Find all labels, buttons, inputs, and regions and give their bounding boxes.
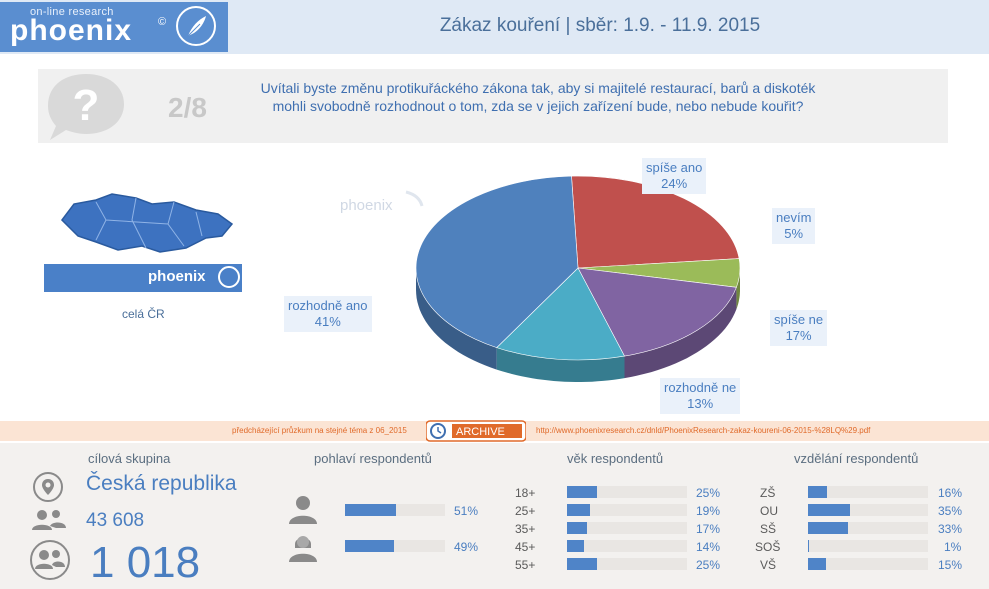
age-label: 45+ [515, 540, 536, 554]
svg-text:phoenix: phoenix [340, 197, 393, 214]
age-bar-track [567, 540, 687, 552]
gender-bar-track [345, 504, 445, 516]
education-bar [808, 558, 826, 570]
pie-slice-side [624, 287, 737, 379]
region-banner-text: phoenix [148, 268, 206, 285]
gender-title: pohlaví respondentů [314, 451, 432, 466]
target-country: Česká republika [86, 472, 237, 495]
region-banner [44, 264, 242, 292]
pie-slice-side [416, 268, 497, 370]
age-pct: 19% [696, 504, 721, 518]
education-bar [808, 486, 828, 498]
logo-tagline: on-line research [30, 6, 114, 18]
svg-text:?: ? [73, 81, 100, 130]
page-title: Zákaz kouření | sběr: 1.9. - 11.9. 2015 [439, 15, 761, 36]
age-pct: 17% [696, 522, 721, 536]
age-pct: 25% [696, 558, 721, 572]
question-text: Uvítali byste změnu protikuřáckého zákon… [260, 80, 816, 114]
location-pin-icon [32, 472, 64, 507]
age-title: věk respondentů [567, 451, 664, 466]
age-pct: 25% [696, 486, 721, 500]
gender-bar-female [345, 540, 394, 552]
age-bar-track [567, 558, 687, 570]
gender-bar-male [345, 504, 396, 516]
education-bar-track [808, 540, 928, 552]
age-pct: 14% [696, 540, 721, 554]
age-bar [567, 504, 590, 516]
archive-url-link[interactable]: http://www.phoenixresearch.cz/dnld/Phoen… [536, 426, 871, 435]
female-icon [286, 532, 320, 569]
education-bar [808, 522, 848, 534]
question-band [38, 69, 948, 143]
education-label: SŠ [760, 522, 777, 536]
pie-label-rozhodne-ne: rozhodně ne 13% [660, 378, 741, 414]
pie-label-spise-ano: spíše ano 24% [642, 158, 707, 194]
age-bar [567, 540, 584, 552]
age-bar-track [567, 522, 687, 534]
pie-label-rozhodne-ano: rozhodně ano 41% [284, 296, 372, 332]
target-title: cílová skupina [88, 451, 171, 466]
feather-icon [176, 6, 216, 46]
age-bar-track [567, 504, 687, 516]
age-label: 55+ [515, 558, 536, 572]
logo-copyright-mark: © [158, 16, 167, 28]
pie-slice-side [496, 347, 625, 382]
czech-map-icon [56, 190, 236, 260]
education-title: vzdělání respondentů [794, 451, 919, 466]
age-bar [567, 486, 597, 498]
education-pct: 1% [944, 540, 962, 554]
feather-icon [218, 266, 240, 288]
male-icon [286, 494, 320, 531]
question-number: 2/8 [168, 92, 207, 123]
pie-slice-rozhodně-ne [496, 267, 625, 361]
education-pct: 33% [938, 522, 963, 536]
age-bar-track [567, 486, 687, 498]
region-label: celá ČR [122, 307, 165, 321]
archive-previous-text: předcházející průzkum na stejné téma z 0… [232, 426, 407, 435]
education-bar [808, 540, 810, 552]
pie-chart [415, 175, 741, 382]
pie-label-nevim: nevím 5% [772, 208, 816, 244]
pie-label-spise-ne: spíše ne 17% [770, 310, 828, 346]
education-label: OU [760, 504, 778, 518]
education-label: SOŠ [755, 540, 781, 554]
logo-wordmark: phoenix [10, 14, 133, 47]
respondents-count: 1 018 [90, 538, 201, 587]
education-label: VŠ [760, 558, 777, 572]
education-pct: 16% [938, 486, 963, 500]
age-label: 35+ [515, 522, 536, 536]
education-pct: 15% [938, 558, 963, 572]
education-bar-track [808, 558, 928, 570]
archive-label: ARCHIVE [456, 426, 505, 438]
age-bar [567, 558, 597, 570]
education-pct: 35% [938, 504, 963, 518]
pie-slice-rozhodně-ano [415, 175, 579, 348]
question-mark-icon: ? [40, 70, 130, 142]
education-bar-track [808, 522, 928, 534]
education-bar-track [808, 504, 928, 516]
population-icon [30, 506, 68, 539]
pie-slice-spíše-ne [577, 267, 737, 357]
phoenix-watermark: phoenix [336, 188, 436, 218]
gender-pct-male: 51% [454, 504, 479, 518]
age-bar [567, 522, 588, 534]
target-count: 43 608 [86, 510, 145, 531]
age-label: 25+ [515, 504, 536, 518]
gender-bar-track [345, 540, 445, 552]
pie-slice-spíše-ano [571, 175, 740, 269]
age-label: 18+ [515, 486, 536, 500]
education-bar [808, 504, 850, 516]
education-label: ZŠ [760, 486, 776, 500]
respondents-icon [26, 540, 74, 585]
gender-pct-female: 49% [454, 540, 479, 554]
archive-button[interactable] [425, 418, 527, 442]
education-bar-track [808, 486, 928, 498]
